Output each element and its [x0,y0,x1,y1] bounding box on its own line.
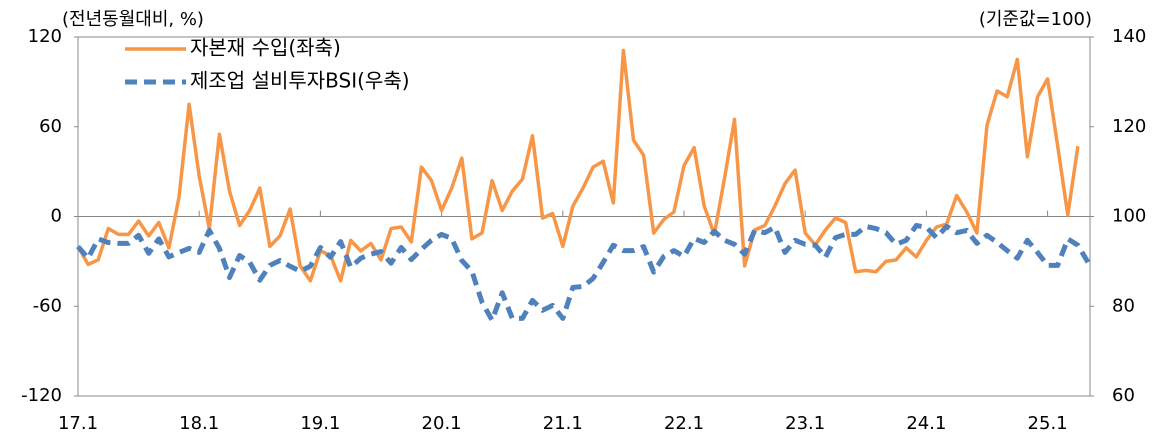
x-tick-label: 25.1 [1028,413,1068,434]
x-tick-label: 17.1 [58,413,98,434]
y2-tick-label: 60 [1112,385,1135,406]
left-axis-label: (전년동월대비, %) [62,9,204,30]
y2-tick-label: 140 [1112,26,1146,47]
x-tick-label: 19.1 [300,413,340,434]
x-tick-label: 21.1 [543,413,583,434]
y-tick-label: 60 [39,116,62,137]
y-tick-label: -60 [33,295,62,316]
y2-tick-label: 80 [1112,295,1135,316]
x-tick-label: 20.1 [422,413,462,434]
legend-label: 자본재 수입(좌축) [190,36,341,60]
y2-tick-label: 120 [1112,116,1146,137]
x-tick-label: 23.1 [785,413,825,434]
right-axis-label: (기준값=100) [979,9,1092,30]
y-tick-label: 120 [28,26,62,47]
x-tick-label: 22.1 [664,413,704,434]
x-tick-label: 18.1 [179,413,219,434]
legend-label: 제조업 설비투자BSI(우축) [190,69,410,93]
series-line [76,223,1091,323]
y-tick-label: 0 [51,206,62,227]
series-line [76,48,1080,283]
y2-tick-label: 100 [1112,206,1146,227]
y-tick-label: -120 [21,385,62,406]
x-tick-label: 24.1 [906,413,946,434]
